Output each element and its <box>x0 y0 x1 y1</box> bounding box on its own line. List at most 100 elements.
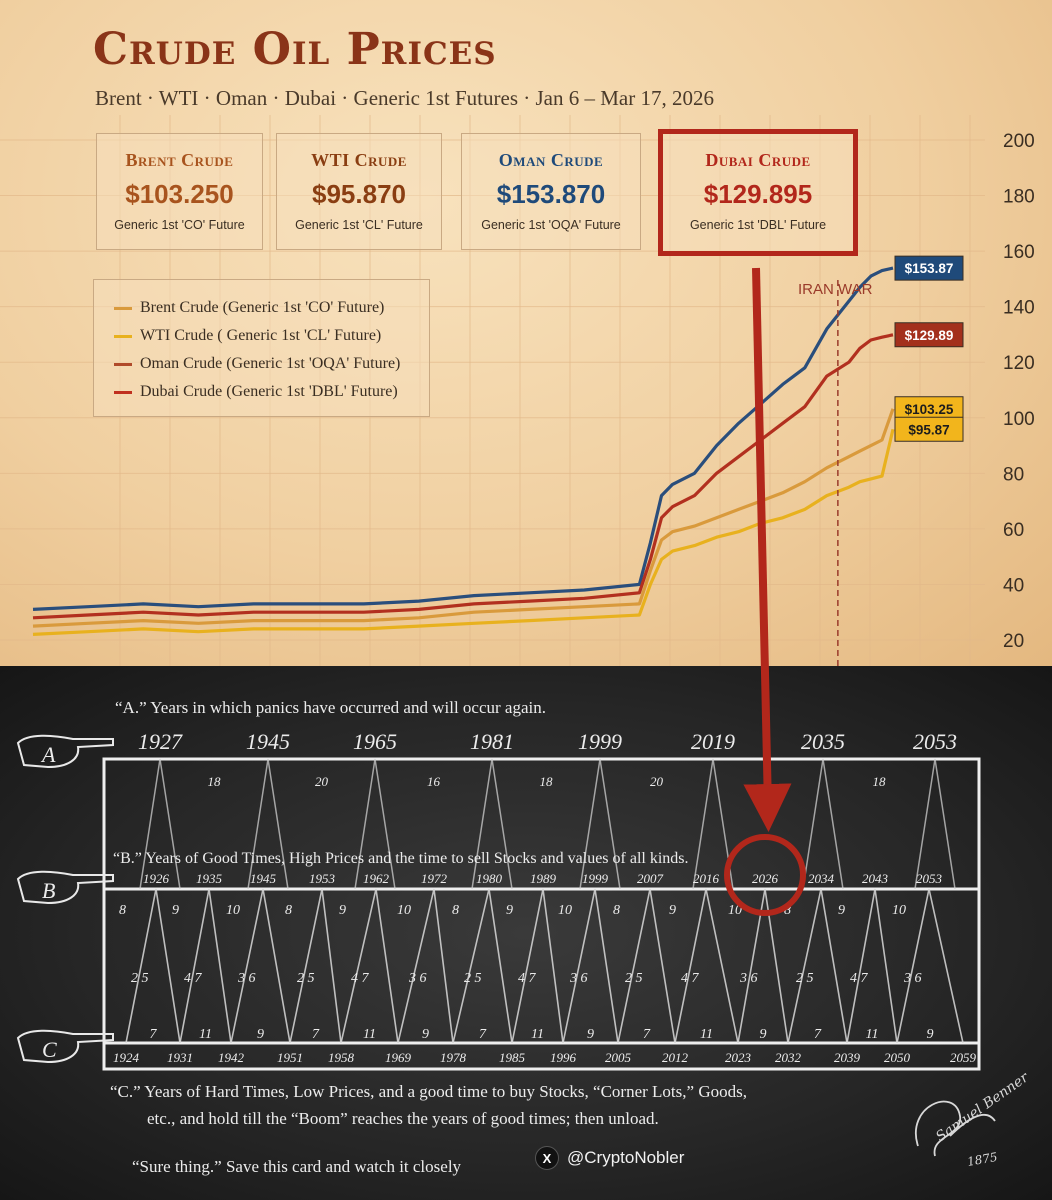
gap-number: 20 <box>650 774 664 789</box>
year-b: 1989 <box>530 871 557 886</box>
year-c: 1951 <box>277 1050 303 1065</box>
cycle-number: 8 <box>285 903 292 918</box>
end-label-text: $95.87 <box>908 422 949 437</box>
cycle-number: 2 5 <box>796 971 814 986</box>
cycle-number: 8 <box>613 903 620 918</box>
end-label-text: $153.87 <box>905 261 954 276</box>
year-b: 1980 <box>476 871 503 886</box>
y-tick-label: 120 <box>1003 353 1035 374</box>
year-a: 1945 <box>246 729 290 754</box>
year-b: 1999 <box>582 871 609 886</box>
handle-text: @CryptoNobler <box>567 1148 685 1167</box>
legend-item-dubai: Dubai Crude (Generic 1st 'DBL' Future) <box>114 378 429 406</box>
cycle-b-peak <box>562 888 619 1044</box>
cycle-number: 2 5 <box>625 971 643 986</box>
hand-icon-b: B <box>16 870 114 905</box>
cycle-number: 7 <box>150 1027 158 1042</box>
caption-c-line1: “C.” Years of Hard Times, Low Prices, an… <box>110 1082 747 1101</box>
cycle-number: 4 7 <box>850 971 869 986</box>
cycle-number: 2 5 <box>131 971 149 986</box>
year-a: 1981 <box>470 729 514 754</box>
cycle-number: 7 <box>312 1027 320 1042</box>
legend-swatch <box>114 390 132 394</box>
cycle-number: 10 <box>892 903 906 918</box>
year-b: 1945 <box>250 871 277 886</box>
cycle-number: 10 <box>728 903 742 918</box>
card-subtitle: Generic 1st 'DBL' Future <box>689 218 827 232</box>
year-a: 2035 <box>801 729 845 754</box>
year-b: 2016 <box>693 871 720 886</box>
series-line-wti-crude <box>32 428 895 636</box>
legend-label: Dubai Crude (Generic 1st 'DBL' Future) <box>140 383 398 400</box>
cycle-number: 11 <box>363 1027 376 1042</box>
card-brent-crude: Brent Crude $103.250 Generic 1st 'CO' Fu… <box>96 133 263 250</box>
chart-title: Crude Oil Prices <box>93 24 497 75</box>
card-value: $103.250 <box>125 179 234 209</box>
year-b: 2053 <box>916 871 943 886</box>
cycle-number: 4 7 <box>518 971 537 986</box>
end-label-dubai-crude: $129.89 <box>894 322 964 348</box>
year-c: 1996 <box>550 1050 577 1065</box>
gap-number: 18 <box>873 774 887 789</box>
cycle-number: 9 <box>760 1027 767 1042</box>
cycle-b-peak <box>846 888 898 1044</box>
cycle-number: 3 6 <box>739 971 758 986</box>
cycle-a-peak <box>247 758 289 890</box>
card-subtitle: Generic 1st 'CL' Future <box>295 218 423 232</box>
series-line-brent-crude <box>32 408 895 628</box>
year-a: 2019 <box>691 729 735 754</box>
cycle-number: 4 7 <box>184 971 203 986</box>
cycle-number: 2 5 <box>297 971 315 986</box>
hand-icon-c: C <box>16 1029 114 1064</box>
cycle-number: 9 <box>669 903 676 918</box>
cycle-number: 11 <box>866 1027 879 1042</box>
year-b: 1953 <box>309 871 336 886</box>
legend-swatch <box>114 362 132 366</box>
year-a: 1927 <box>138 729 183 754</box>
signature-year: 1875 <box>966 1150 999 1169</box>
social-handle[interactable]: X @CryptoNobler <box>535 1146 684 1170</box>
cycle-number: 3 6 <box>903 971 922 986</box>
cycle-number: 11 <box>531 1027 544 1042</box>
end-value-labels: $153.87 $129.89 $103.25 $95.87 <box>894 255 964 442</box>
year-c: 2023 <box>725 1050 752 1065</box>
card-name: Brent Crude <box>125 150 234 170</box>
legend-item-brent: Brent Crude (Generic 1st 'CO' Future) <box>114 294 429 322</box>
legend-item-wti: WTI Crude ( Generic 1st 'CL' Future) <box>114 322 429 350</box>
end-label-box <box>894 322 964 348</box>
year-c: 2012 <box>662 1050 689 1065</box>
y-tick-label: 80 <box>1003 464 1024 485</box>
legend-swatch <box>114 334 132 338</box>
card-oman-crude: Oman Crude $153.870 Generic 1st 'OQA' Fu… <box>461 133 641 250</box>
cycle-b-peak <box>397 888 454 1044</box>
cycle-number: 11 <box>700 1027 713 1042</box>
year-a: 1965 <box>353 729 397 754</box>
y-axis: 20 40 60 80 100 120 140 160 180 200 <box>1003 131 1035 652</box>
cycle-number: 10 <box>226 903 240 918</box>
year-c: 2039 <box>834 1050 861 1065</box>
year-b: 2034 <box>808 871 835 886</box>
cycle-b-peak <box>289 888 342 1044</box>
card-dubai-crude: Dubai Crude $129.895 Generic 1st 'DBL' F… <box>658 129 858 256</box>
gap-number: 16 <box>427 774 441 789</box>
y-tick-label: 100 <box>1003 409 1035 430</box>
cycle-b-peak <box>737 888 789 1044</box>
caption-c-line2: etc., and hold till the “Boom” reaches t… <box>147 1109 659 1128</box>
card-name: WTI Crude <box>311 150 407 170</box>
year-c: 1985 <box>499 1050 526 1065</box>
year-c: 2005 <box>605 1050 632 1065</box>
year-a: 1999 <box>578 729 622 754</box>
cycle-number: 4 7 <box>351 971 370 986</box>
year-b: 1972 <box>421 871 448 886</box>
end-label-box <box>894 255 964 281</box>
year-a: 2053 <box>913 729 957 754</box>
cycle-b-peak <box>674 888 739 1044</box>
row-letter-a: A <box>40 742 56 767</box>
year-b: 2007 <box>637 871 664 886</box>
cycle-number: 11 <box>199 1027 212 1042</box>
card-value: $95.870 <box>312 179 406 209</box>
year-c: 1931 <box>167 1050 193 1065</box>
cycle-b-peak <box>125 888 181 1044</box>
legend-swatch <box>114 306 132 310</box>
series-line-dubai-crude <box>32 333 894 620</box>
